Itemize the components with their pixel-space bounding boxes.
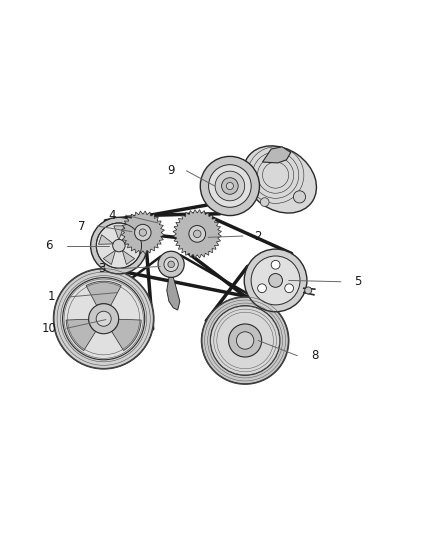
Text: 1: 1 xyxy=(48,290,55,303)
Polygon shape xyxy=(103,250,116,264)
Circle shape xyxy=(271,261,280,269)
Text: 10: 10 xyxy=(42,322,57,335)
Circle shape xyxy=(244,249,307,312)
Polygon shape xyxy=(173,209,222,258)
Circle shape xyxy=(305,287,312,294)
Circle shape xyxy=(189,225,205,242)
Circle shape xyxy=(168,261,174,268)
Polygon shape xyxy=(262,147,291,163)
Circle shape xyxy=(139,229,146,236)
Circle shape xyxy=(88,304,119,334)
Polygon shape xyxy=(121,211,164,254)
Circle shape xyxy=(285,284,293,293)
Circle shape xyxy=(200,156,259,215)
Polygon shape xyxy=(99,235,113,244)
Circle shape xyxy=(229,324,261,357)
Ellipse shape xyxy=(244,146,317,213)
Circle shape xyxy=(63,278,145,360)
Circle shape xyxy=(134,224,151,241)
Text: 3: 3 xyxy=(98,262,105,275)
Circle shape xyxy=(210,305,280,375)
Circle shape xyxy=(158,251,184,277)
Circle shape xyxy=(124,214,161,251)
Text: 9: 9 xyxy=(167,164,175,177)
Text: 5: 5 xyxy=(355,275,362,288)
Circle shape xyxy=(194,230,201,238)
Circle shape xyxy=(113,239,125,252)
Circle shape xyxy=(177,213,218,255)
Circle shape xyxy=(258,284,266,293)
Circle shape xyxy=(96,223,141,268)
Polygon shape xyxy=(124,235,139,244)
Text: 8: 8 xyxy=(311,349,318,362)
Text: 2: 2 xyxy=(254,230,262,243)
Circle shape xyxy=(293,191,306,203)
Circle shape xyxy=(96,311,111,326)
Polygon shape xyxy=(122,250,134,264)
Polygon shape xyxy=(167,277,180,310)
Text: 4: 4 xyxy=(109,208,116,222)
Circle shape xyxy=(237,332,254,349)
Wedge shape xyxy=(86,281,121,305)
Circle shape xyxy=(91,217,147,274)
Circle shape xyxy=(208,165,251,207)
Circle shape xyxy=(215,171,245,201)
Circle shape xyxy=(268,273,283,287)
Polygon shape xyxy=(114,226,124,240)
Text: 6: 6 xyxy=(46,239,53,252)
Wedge shape xyxy=(112,319,141,351)
Circle shape xyxy=(53,269,154,369)
Wedge shape xyxy=(66,319,96,351)
Circle shape xyxy=(251,256,300,305)
Circle shape xyxy=(260,198,269,206)
Circle shape xyxy=(226,182,233,190)
Circle shape xyxy=(222,177,238,194)
Circle shape xyxy=(201,297,289,384)
Circle shape xyxy=(164,257,178,271)
Text: 7: 7 xyxy=(78,220,86,232)
